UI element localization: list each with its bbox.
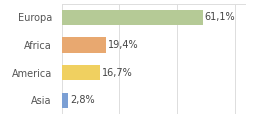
Bar (62, 10, 203, 25)
Bar (62, 93, 68, 108)
Text: 2,8%: 2,8% (70, 95, 95, 105)
Bar (62, 65, 100, 80)
Bar (62, 37, 106, 53)
Text: 61,1%: 61,1% (205, 12, 235, 22)
Text: 16,7%: 16,7% (102, 68, 133, 78)
Text: 19,4%: 19,4% (108, 40, 139, 50)
